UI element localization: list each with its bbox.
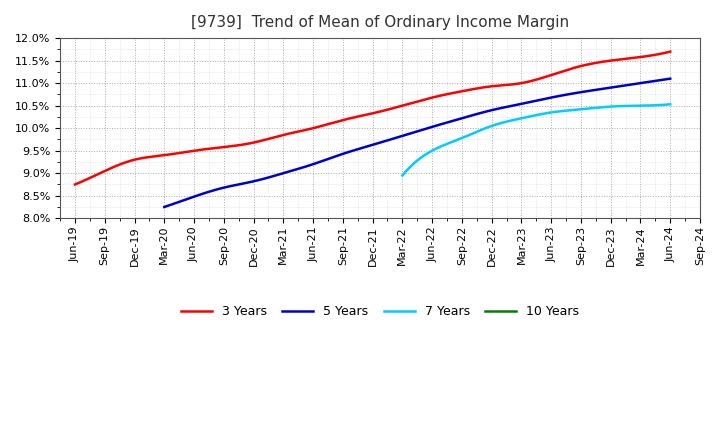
5 Years — [469, 112, 478, 117]
5 Years — [666, 76, 675, 81]
5 Years — [586, 88, 595, 93]
3 Years — [666, 49, 675, 54]
Line: 7 Years: 7 Years — [402, 104, 670, 176]
Line: 5 Years: 5 Years — [164, 79, 670, 207]
Title: [9739]  Trend of Mean of Ordinary Income Margin: [9739] Trend of Mean of Ordinary Income … — [191, 15, 569, 30]
3 Years — [73, 181, 81, 186]
3 Years — [572, 65, 581, 70]
3 Years — [435, 93, 444, 99]
Line: 3 Years: 3 Years — [75, 51, 670, 184]
5 Years — [160, 204, 168, 209]
7 Years — [641, 103, 649, 108]
7 Years — [666, 102, 675, 107]
5 Years — [618, 83, 627, 88]
5 Years — [462, 114, 470, 120]
7 Years — [557, 109, 565, 114]
7 Years — [562, 108, 571, 113]
3 Years — [425, 95, 433, 101]
Legend: 3 Years, 5 Years, 7 Years, 10 Years: 3 Years, 5 Years, 7 Years, 10 Years — [176, 300, 584, 323]
3 Years — [423, 96, 432, 101]
3 Years — [71, 182, 79, 187]
7 Years — [399, 172, 408, 177]
5 Years — [161, 204, 170, 209]
7 Years — [398, 173, 407, 178]
7 Years — [624, 103, 632, 109]
5 Years — [459, 115, 468, 121]
3 Years — [610, 58, 618, 63]
7 Years — [557, 108, 566, 114]
